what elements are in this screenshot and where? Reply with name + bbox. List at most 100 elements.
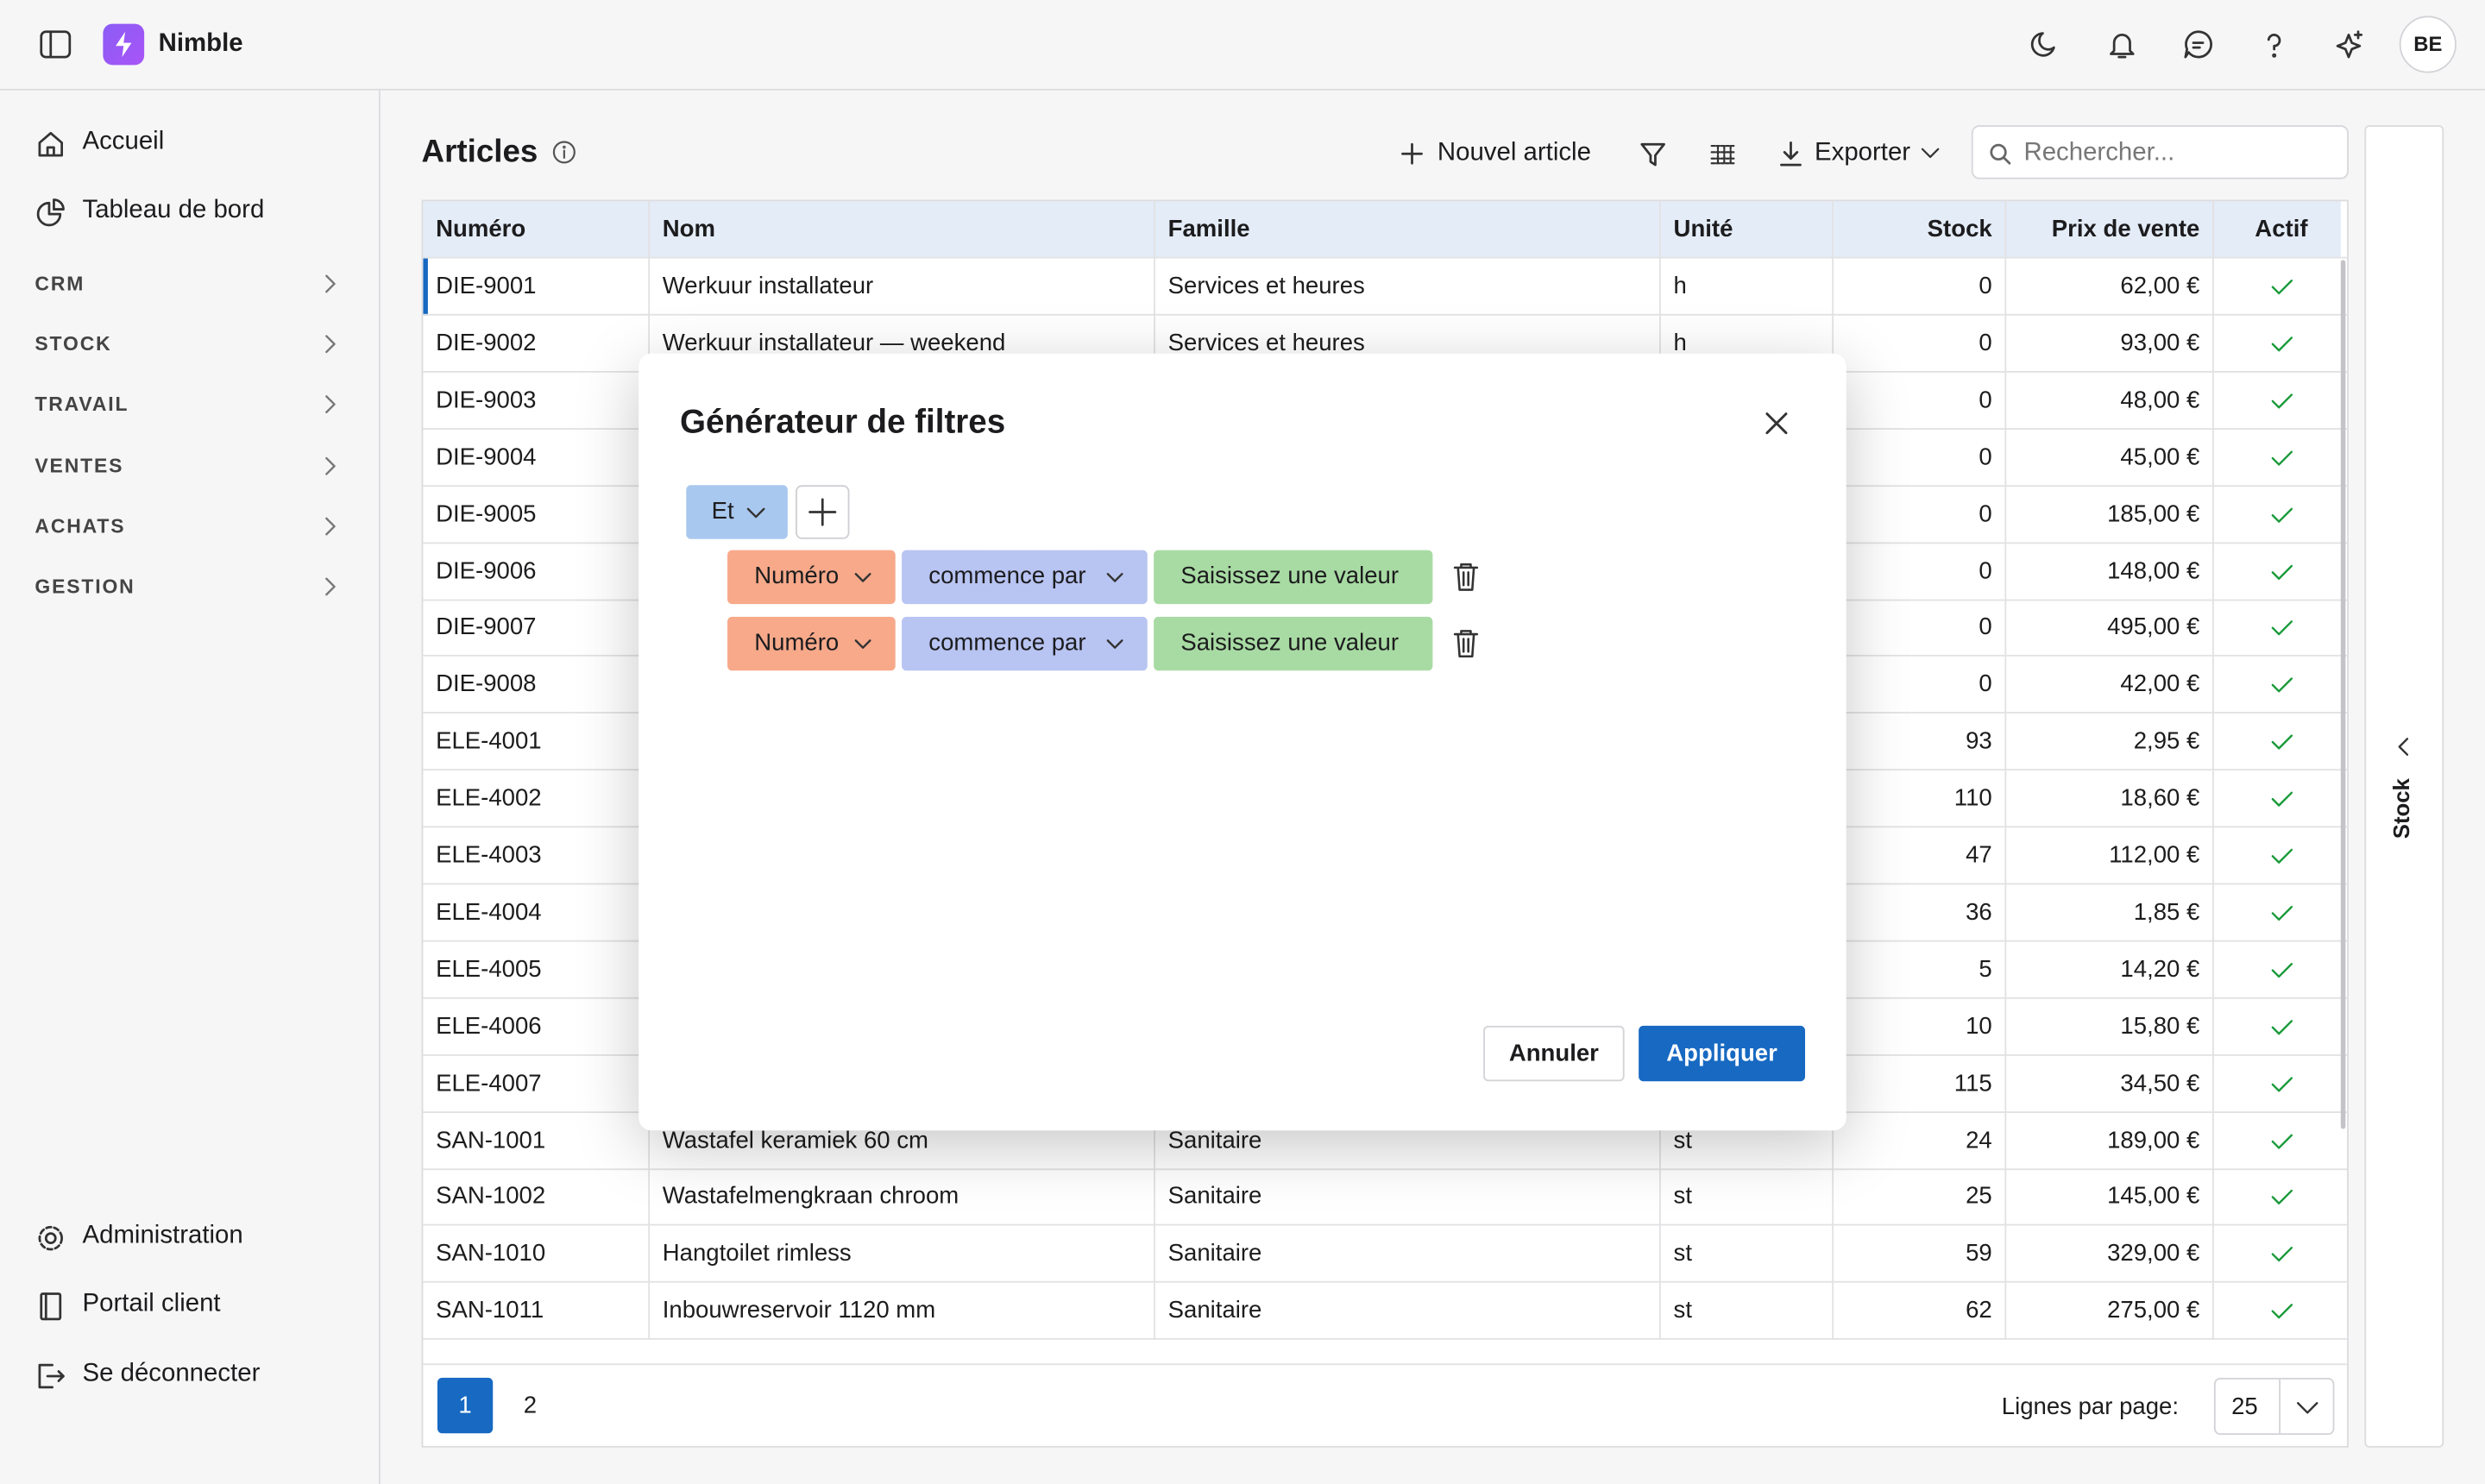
rule-operator[interactable]: commence par	[902, 550, 1148, 605]
cell-nom: Werkuur installateur — weekend	[650, 315, 1155, 373]
modal-title: Générateur de filtres	[679, 404, 1006, 441]
rule-operator[interactable]: commence par	[902, 615, 1148, 670]
close-button[interactable]	[1764, 411, 1789, 436]
select-divider	[2279, 1379, 2281, 1434]
cell-prix: 145,00 €	[2006, 1169, 2214, 1227]
cell-prix: 45,00 €	[2006, 429, 2214, 487]
cell-actif	[2213, 827, 2348, 885]
cell-famille: Sanitaire	[1154, 1226, 1661, 1284]
active-check	[2271, 1019, 2293, 1034]
cell-nom: Hangtoilet rimless	[650, 1226, 1155, 1284]
active-check	[2271, 905, 2293, 921]
info-icon[interactable]	[551, 140, 576, 165]
cell-prix: 495,00 €	[2006, 600, 2214, 657]
nav-section[interactable]: VENTES	[35, 454, 124, 477]
nav-item[interactable]: Accueil	[82, 128, 165, 156]
cell-stock: 25	[1834, 1169, 2007, 1227]
cell-prix: 14,20 €	[2006, 941, 2214, 999]
help-icon[interactable]	[2258, 28, 2290, 60]
active-check	[2271, 620, 2293, 636]
rule-field[interactable]: Numéro	[727, 550, 896, 605]
cell-stock: 93	[1834, 714, 2007, 771]
rows-select[interactable]: 25	[2213, 1377, 2335, 1436]
cell-numero: ELE-4001	[423, 714, 651, 771]
active-check	[2271, 962, 2293, 978]
search-box[interactable]: Rechercher...	[1971, 125, 2349, 179]
page-button[interactable]: 1	[437, 1377, 494, 1434]
cell-stock: 115	[1834, 1055, 2007, 1113]
apply-button[interactable]: Appliquer	[1639, 1025, 1806, 1082]
cell-numero: ELE-4004	[423, 884, 651, 942]
export-chevron	[1921, 148, 1940, 159]
sidebar-toggle[interactable]	[40, 30, 72, 59]
columns-icon[interactable]	[1708, 140, 1737, 168]
cell-actif	[2213, 1226, 2348, 1284]
row-selected-bar	[423, 258, 428, 316]
cell-actif	[2213, 1169, 2348, 1227]
rule-field[interactable]: Numéro	[727, 615, 896, 670]
row-highlight	[423, 201, 2341, 259]
cell-numero: DIE-9005	[423, 486, 651, 544]
rule-value[interactable]: Saisissez une valeur	[1154, 550, 1433, 605]
logo-bolt	[116, 31, 132, 58]
column-header: Numéro	[423, 201, 651, 259]
cancel-button[interactable]: Annuler	[1483, 1025, 1625, 1082]
nav-section[interactable]: GESTION	[35, 575, 135, 598]
rule-value[interactable]: Saisissez une valeur	[1154, 615, 1433, 670]
search-icon	[1990, 143, 2011, 165]
nav-section[interactable]: STOCK	[35, 333, 112, 355]
search-placeholder: Rechercher...	[2023, 139, 2175, 167]
section-chevron	[325, 577, 336, 596]
nav-section[interactable]: CRM	[35, 273, 85, 295]
nav-item[interactable]: Se déconnecter	[82, 1360, 261, 1387]
cell-famille: Services et heures	[1154, 258, 1661, 316]
page-button[interactable]: 2	[523, 1392, 538, 1419]
active-check	[2271, 506, 2293, 523]
active-check	[2271, 1190, 2293, 1205]
section-chevron	[325, 517, 336, 536]
active-check	[2271, 1076, 2293, 1091]
rows-value: 25	[2231, 1393, 2258, 1421]
add-rule-button[interactable]	[796, 485, 850, 539]
rule-delete[interactable]	[1451, 627, 1480, 659]
nav-section[interactable]: ACHATS	[35, 514, 126, 538]
cell-stock: 24	[1834, 1112, 2007, 1170]
filter-icon[interactable]	[1639, 140, 1667, 168]
export-button[interactable]: Exporter	[1815, 139, 1911, 167]
rule-delete[interactable]	[1451, 562, 1480, 594]
scrollbar	[2340, 260, 2346, 1129]
theme-icon[interactable]	[2029, 28, 2060, 60]
nav-section[interactable]: TRAVAIL	[35, 393, 129, 417]
cell-numero: ELE-4007	[423, 1055, 651, 1113]
active-check	[2271, 734, 2293, 750]
ai-icon[interactable]	[2334, 28, 2366, 60]
active-check	[2271, 1304, 2293, 1319]
avatar[interactable]: BE	[2399, 16, 2457, 73]
chat-icon[interactable]	[2182, 28, 2214, 60]
cell-stock: 0	[1834, 315, 2007, 373]
nav-item[interactable]: Tableau de bord	[82, 196, 265, 224]
nav-item[interactable]: Portail client	[82, 1290, 221, 1318]
active-check	[2271, 563, 2293, 579]
new-article-button[interactable]: Nouvel article	[1437, 139, 1591, 167]
cell-unite: st	[1660, 1112, 1834, 1170]
active-check	[2271, 336, 2293, 352]
column-header: Nom	[650, 201, 1155, 259]
cell-numero: DIE-9006	[423, 543, 651, 601]
bell-icon[interactable]	[2106, 28, 2138, 60]
nav-item[interactable]: Administration	[82, 1222, 243, 1250]
cell-stock: 110	[1834, 770, 2007, 828]
app-name: Nimble	[158, 29, 243, 58]
cell-prix: 189,00 €	[2006, 1112, 2214, 1170]
group-operator[interactable]: Et	[686, 485, 788, 539]
cell-numero: DIE-9002	[423, 315, 651, 373]
cell-actif	[2213, 657, 2348, 714]
footer-divider	[423, 1363, 2348, 1366]
cell-actif	[2213, 998, 2348, 1056]
side-panel[interactable]: Stock	[2364, 125, 2444, 1448]
admin-icon	[38, 1225, 64, 1251]
cell-nom: Wastafel keramiek 60 cm	[650, 1112, 1155, 1170]
cell-numero: SAN-1002	[423, 1169, 651, 1227]
filter-modal: Générateur de filtres Et Annuler Appliqu…	[639, 353, 1846, 1131]
